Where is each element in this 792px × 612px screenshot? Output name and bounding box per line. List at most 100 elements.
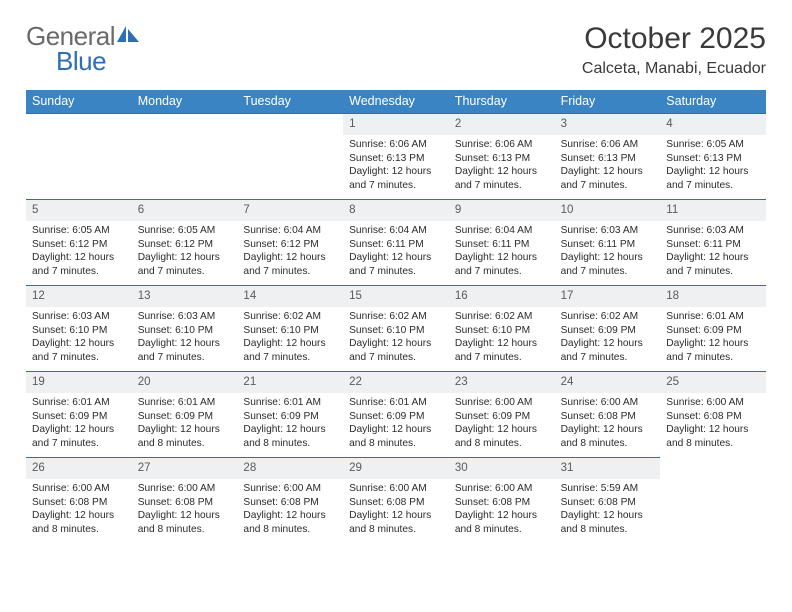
day-number: 8 bbox=[343, 200, 449, 221]
day-info: Sunrise: 6:00 AMSunset: 6:08 PMDaylight:… bbox=[660, 393, 766, 455]
day-number: 11 bbox=[660, 200, 766, 221]
day-info: Sunrise: 6:04 AMSunset: 6:11 PMDaylight:… bbox=[343, 221, 449, 283]
calendar-cell: 25Sunrise: 6:00 AMSunset: 6:08 PMDayligh… bbox=[660, 371, 766, 457]
calendar-cell: 2Sunrise: 6:06 AMSunset: 6:13 PMDaylight… bbox=[449, 113, 555, 199]
calendar-cell: 18Sunrise: 6:01 AMSunset: 6:09 PMDayligh… bbox=[660, 285, 766, 371]
calendar-cell: 29Sunrise: 6:00 AMSunset: 6:08 PMDayligh… bbox=[343, 457, 449, 543]
day-number: 31 bbox=[555, 458, 661, 479]
day-number: 9 bbox=[449, 200, 555, 221]
day-number: 7 bbox=[237, 200, 343, 221]
calendar-cell: 31Sunrise: 5:59 AMSunset: 6:08 PMDayligh… bbox=[555, 457, 661, 543]
day-number: 22 bbox=[343, 372, 449, 393]
calendar-cell: 28Sunrise: 6:00 AMSunset: 6:08 PMDayligh… bbox=[237, 457, 343, 543]
calendar-cell: 27Sunrise: 6:00 AMSunset: 6:08 PMDayligh… bbox=[132, 457, 238, 543]
day-number: 21 bbox=[237, 372, 343, 393]
day-info: Sunrise: 6:01 AMSunset: 6:09 PMDaylight:… bbox=[660, 307, 766, 369]
calendar-cell: 7Sunrise: 6:04 AMSunset: 6:12 PMDaylight… bbox=[237, 199, 343, 285]
weekday-label: Monday bbox=[132, 90, 238, 113]
day-number: 13 bbox=[132, 286, 238, 307]
calendar-cell: 26Sunrise: 6:00 AMSunset: 6:08 PMDayligh… bbox=[26, 457, 132, 543]
calendar-cell: 17Sunrise: 6:02 AMSunset: 6:09 PMDayligh… bbox=[555, 285, 661, 371]
day-info: Sunrise: 6:00 AMSunset: 6:08 PMDaylight:… bbox=[132, 479, 238, 541]
calendar-cell: 9Sunrise: 6:04 AMSunset: 6:11 PMDaylight… bbox=[449, 199, 555, 285]
calendar-cell: 5Sunrise: 6:05 AMSunset: 6:12 PMDaylight… bbox=[26, 199, 132, 285]
calendar: SundayMondayTuesdayWednesdayThursdayFrid… bbox=[26, 90, 766, 543]
logo: GeneralBlue bbox=[26, 22, 141, 73]
day-number: 10 bbox=[555, 200, 661, 221]
weekday-label: Saturday bbox=[660, 90, 766, 113]
calendar-cell: 23Sunrise: 6:00 AMSunset: 6:09 PMDayligh… bbox=[449, 371, 555, 457]
logo-sail-icon bbox=[117, 22, 141, 47]
day-info: Sunrise: 6:02 AMSunset: 6:09 PMDaylight:… bbox=[555, 307, 661, 369]
calendar-cell: 30Sunrise: 6:00 AMSunset: 6:08 PMDayligh… bbox=[449, 457, 555, 543]
weekday-label: Friday bbox=[555, 90, 661, 113]
calendar-cell: 22Sunrise: 6:01 AMSunset: 6:09 PMDayligh… bbox=[343, 371, 449, 457]
day-number: 28 bbox=[237, 458, 343, 479]
day-info: Sunrise: 6:00 AMSunset: 6:08 PMDaylight:… bbox=[449, 479, 555, 541]
calendar-cell: 14Sunrise: 6:02 AMSunset: 6:10 PMDayligh… bbox=[237, 285, 343, 371]
logo-text-2: Blue bbox=[56, 49, 141, 74]
day-info: Sunrise: 6:02 AMSunset: 6:10 PMDaylight:… bbox=[449, 307, 555, 369]
calendar-page: GeneralBlue October 2025 Calceta, Manabi… bbox=[0, 0, 792, 553]
calendar-cell-empty bbox=[132, 113, 238, 199]
calendar-cell: 3Sunrise: 6:06 AMSunset: 6:13 PMDaylight… bbox=[555, 113, 661, 199]
weekday-header: SundayMondayTuesdayWednesdayThursdayFrid… bbox=[26, 90, 766, 113]
day-number: 29 bbox=[343, 458, 449, 479]
calendar-cell: 1Sunrise: 6:06 AMSunset: 6:13 PMDaylight… bbox=[343, 113, 449, 199]
day-number: 24 bbox=[555, 372, 661, 393]
day-info: Sunrise: 6:03 AMSunset: 6:11 PMDaylight:… bbox=[555, 221, 661, 283]
day-info: Sunrise: 6:05 AMSunset: 6:13 PMDaylight:… bbox=[660, 135, 766, 197]
day-number: 4 bbox=[660, 114, 766, 135]
day-info: Sunrise: 6:00 AMSunset: 6:08 PMDaylight:… bbox=[237, 479, 343, 541]
calendar-cell-empty bbox=[237, 113, 343, 199]
day-info: Sunrise: 6:00 AMSunset: 6:08 PMDaylight:… bbox=[26, 479, 132, 541]
day-number: 16 bbox=[449, 286, 555, 307]
calendar-cell: 12Sunrise: 6:03 AMSunset: 6:10 PMDayligh… bbox=[26, 285, 132, 371]
day-number: 6 bbox=[132, 200, 238, 221]
day-number: 30 bbox=[449, 458, 555, 479]
day-number: 25 bbox=[660, 372, 766, 393]
day-info: Sunrise: 6:00 AMSunset: 6:08 PMDaylight:… bbox=[555, 393, 661, 455]
weekday-label: Thursday bbox=[449, 90, 555, 113]
day-info: Sunrise: 6:01 AMSunset: 6:09 PMDaylight:… bbox=[343, 393, 449, 455]
day-number: 2 bbox=[449, 114, 555, 135]
day-info: Sunrise: 6:01 AMSunset: 6:09 PMDaylight:… bbox=[237, 393, 343, 455]
day-number: 3 bbox=[555, 114, 661, 135]
calendar-cell-empty bbox=[26, 113, 132, 199]
day-info: Sunrise: 6:01 AMSunset: 6:09 PMDaylight:… bbox=[132, 393, 238, 455]
day-info: Sunrise: 6:05 AMSunset: 6:12 PMDaylight:… bbox=[132, 221, 238, 283]
calendar-cell: 20Sunrise: 6:01 AMSunset: 6:09 PMDayligh… bbox=[132, 371, 238, 457]
day-info: Sunrise: 6:00 AMSunset: 6:08 PMDaylight:… bbox=[343, 479, 449, 541]
day-info: Sunrise: 6:06 AMSunset: 6:13 PMDaylight:… bbox=[555, 135, 661, 197]
day-number: 17 bbox=[555, 286, 661, 307]
calendar-cell: 10Sunrise: 6:03 AMSunset: 6:11 PMDayligh… bbox=[555, 199, 661, 285]
day-info: Sunrise: 5:59 AMSunset: 6:08 PMDaylight:… bbox=[555, 479, 661, 541]
calendar-cell: 8Sunrise: 6:04 AMSunset: 6:11 PMDaylight… bbox=[343, 199, 449, 285]
logo-text-1: General bbox=[26, 24, 115, 49]
day-number: 12 bbox=[26, 286, 132, 307]
day-number: 1 bbox=[343, 114, 449, 135]
day-number: 18 bbox=[660, 286, 766, 307]
day-number: 23 bbox=[449, 372, 555, 393]
day-info: Sunrise: 6:03 AMSunset: 6:10 PMDaylight:… bbox=[26, 307, 132, 369]
header: GeneralBlue October 2025 Calceta, Manabi… bbox=[26, 22, 766, 78]
day-number: 14 bbox=[237, 286, 343, 307]
day-number: 26 bbox=[26, 458, 132, 479]
calendar-cell: 24Sunrise: 6:00 AMSunset: 6:08 PMDayligh… bbox=[555, 371, 661, 457]
day-info: Sunrise: 6:03 AMSunset: 6:11 PMDaylight:… bbox=[660, 221, 766, 283]
calendar-grid: 1Sunrise: 6:06 AMSunset: 6:13 PMDaylight… bbox=[26, 113, 766, 543]
day-info: Sunrise: 6:06 AMSunset: 6:13 PMDaylight:… bbox=[343, 135, 449, 197]
page-title: October 2025 bbox=[582, 22, 766, 56]
day-info: Sunrise: 6:01 AMSunset: 6:09 PMDaylight:… bbox=[26, 393, 132, 455]
day-number: 15 bbox=[343, 286, 449, 307]
title-block: October 2025 Calceta, Manabi, Ecuador bbox=[582, 22, 766, 78]
day-info: Sunrise: 6:05 AMSunset: 6:12 PMDaylight:… bbox=[26, 221, 132, 283]
calendar-cell: 11Sunrise: 6:03 AMSunset: 6:11 PMDayligh… bbox=[660, 199, 766, 285]
day-info: Sunrise: 6:00 AMSunset: 6:09 PMDaylight:… bbox=[449, 393, 555, 455]
weekday-label: Tuesday bbox=[237, 90, 343, 113]
page-subtitle: Calceta, Manabi, Ecuador bbox=[582, 60, 766, 78]
calendar-cell: 6Sunrise: 6:05 AMSunset: 6:12 PMDaylight… bbox=[132, 199, 238, 285]
day-info: Sunrise: 6:02 AMSunset: 6:10 PMDaylight:… bbox=[237, 307, 343, 369]
weekday-label: Sunday bbox=[26, 90, 132, 113]
day-number: 5 bbox=[26, 200, 132, 221]
